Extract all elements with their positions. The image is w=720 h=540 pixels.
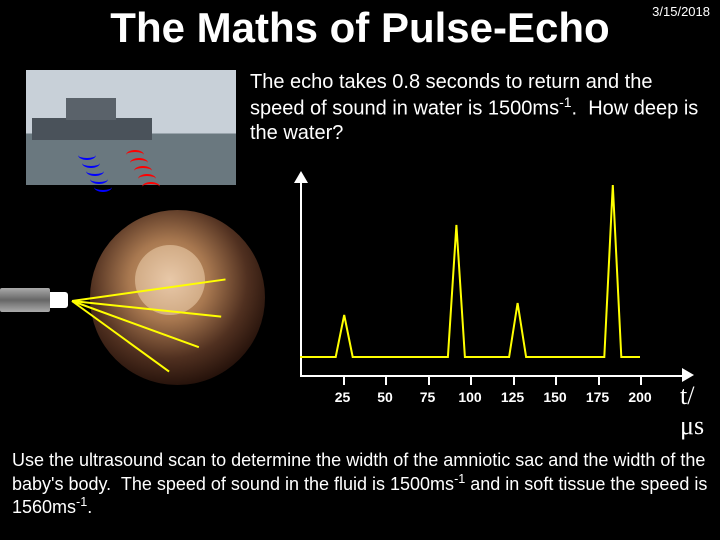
x-axis-label: t/μs [680,381,704,441]
x-axis [300,375,690,377]
fetus-head [135,245,205,315]
ship-image [26,70,236,185]
x-tick-label: 100 [458,389,481,405]
x-tick-label: 25 [335,389,351,405]
sonar-wave-down [94,182,112,192]
trace-path [300,185,640,357]
x-tick [555,375,557,385]
x-tick [598,375,600,385]
page-title: The Maths of Pulse-Echo [0,0,720,52]
x-tick-label: 50 [377,389,393,405]
ship-superstructure [66,98,116,120]
x-tick-label: 125 [501,389,524,405]
transducer-tip [50,292,68,308]
fetus-ultrasound-image [90,210,265,385]
x-tick [513,375,515,385]
instruction-text: Use the ultrasound scan to determine the… [12,450,708,519]
x-axis-arrow-icon [682,368,694,382]
x-tick [343,375,345,385]
ship-hull [32,118,152,140]
x-tick [428,375,430,385]
transducer-body [0,288,50,312]
x-tick [640,375,642,385]
question-text: The echo takes 0.8 seconds to return and… [250,70,700,145]
x-tick-label: 75 [420,389,436,405]
x-tick-label: 150 [543,389,566,405]
x-tick-label: 200 [628,389,651,405]
ultrasound-transducer [0,280,70,320]
x-tick [470,375,472,385]
date-stamp: 3/15/2018 [652,4,710,19]
x-tick-label: 175 [586,389,609,405]
echo-trace [300,175,680,375]
x-tick [385,375,387,385]
sonar-wave-up [142,182,160,192]
echo-chart: 255075100125150175200 t/μs [290,175,690,405]
